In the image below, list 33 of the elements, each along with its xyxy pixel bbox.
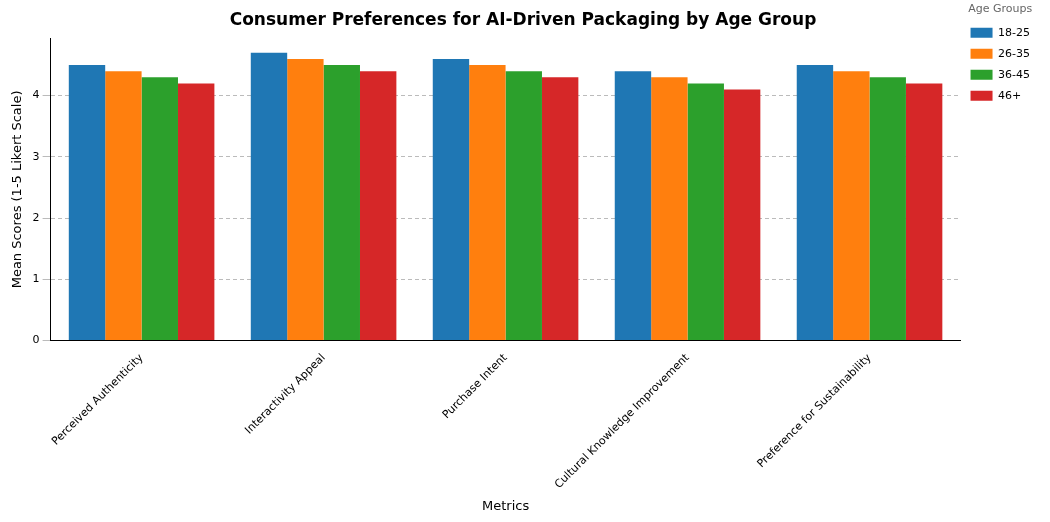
bar <box>541 77 579 340</box>
bar <box>250 52 288 340</box>
bar <box>141 77 178 340</box>
bar <box>651 77 688 340</box>
bar <box>869 77 906 340</box>
bar <box>177 83 215 340</box>
y-tick-label: 1 <box>32 272 40 286</box>
bar <box>323 65 360 340</box>
bar <box>687 83 724 340</box>
y-tick-label: 4 <box>32 88 40 102</box>
legend-label: 36-45 <box>998 67 1031 81</box>
x-axis-title: Metrics <box>481 497 530 513</box>
bar <box>432 58 470 340</box>
bar <box>723 89 761 340</box>
y-tick-label: 0 <box>32 333 40 347</box>
bar <box>505 71 542 340</box>
legend-label: 46+ <box>998 88 1022 102</box>
bar <box>105 71 142 340</box>
bar <box>833 71 870 340</box>
legend-label: 18-25 <box>998 25 1031 39</box>
legend-label: 26-35 <box>998 46 1031 60</box>
bar <box>905 83 943 340</box>
legend-title: Age Groups <box>968 2 1033 16</box>
y-tick-label: 2 <box>32 210 40 224</box>
bar <box>796 65 834 340</box>
y-tick-label: 3 <box>32 149 40 163</box>
bar <box>469 65 506 340</box>
bar <box>68 65 106 340</box>
bar <box>614 71 652 340</box>
bar <box>359 71 397 340</box>
y-axis-title: Mean Scores (1-5 Likert Scale) <box>9 90 25 289</box>
chart-title: Consumer Preferences for AI-Driven Packaging by Age Group <box>229 8 817 29</box>
bar <box>287 58 324 340</box>
